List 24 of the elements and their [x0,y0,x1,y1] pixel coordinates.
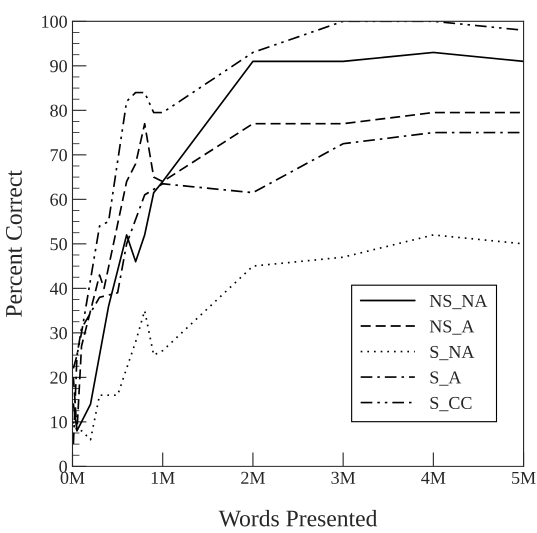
x-tick-label: 0M [60,472,85,484]
x-tick-label: 5M [512,472,536,484]
x-tick-label: 1M [152,472,175,484]
y-tick-label: 90 [50,60,67,72]
y-tick-label: 0 [59,460,67,473]
legend-label: NS_A [430,320,474,335]
y-tick-label: 100 [42,16,67,28]
x-axis-title: Words Presented [218,510,378,527]
y-tick-label: 30 [50,327,67,340]
y-tick-label: 10 [51,416,67,428]
x-tick-label: 4M [421,472,446,484]
legend-label: S_CC [430,396,472,412]
legend-label: NS_NA [430,294,488,310]
x-tick-label: 2M [241,472,265,484]
y-tick-label: 20 [50,372,67,384]
y-tick-label: 40 [50,282,67,295]
y-tick-label: 50 [50,238,67,250]
y-tick-label: 80 [50,104,67,117]
y-tick-label: 60 [50,194,67,206]
legend-label: S_A [430,371,462,386]
legend-label: S_NA [430,346,474,360]
y-axis-title: Percent Correct [6,170,22,317]
y-tick-label: 70 [50,149,67,162]
x-tick-label: 3M [331,472,356,484]
